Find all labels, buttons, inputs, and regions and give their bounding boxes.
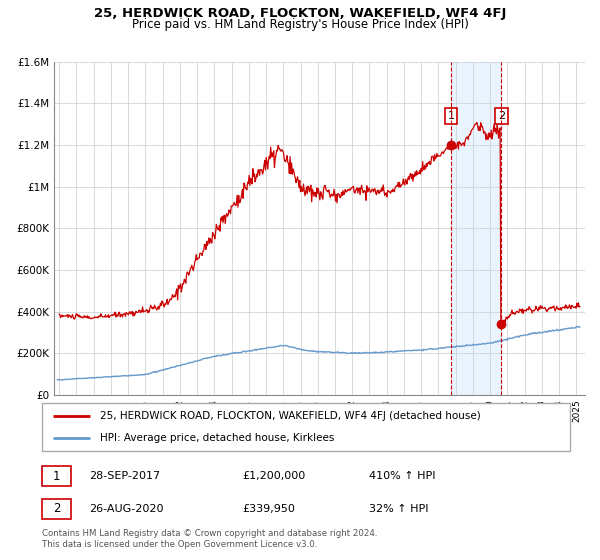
Text: 25, HERDWICK ROAD, FLOCKTON, WAKEFIELD, WF4 4FJ: 25, HERDWICK ROAD, FLOCKTON, WAKEFIELD, … xyxy=(94,7,506,20)
Text: Price paid vs. HM Land Registry's House Price Index (HPI): Price paid vs. HM Land Registry's House … xyxy=(131,18,469,31)
FancyBboxPatch shape xyxy=(42,403,570,451)
Text: Contains HM Land Registry data © Crown copyright and database right 2024.
This d: Contains HM Land Registry data © Crown c… xyxy=(42,529,377,549)
Text: 25, HERDWICK ROAD, FLOCKTON, WAKEFIELD, WF4 4FJ (detached house): 25, HERDWICK ROAD, FLOCKTON, WAKEFIELD, … xyxy=(100,411,481,421)
FancyBboxPatch shape xyxy=(42,499,71,519)
Text: 410% ↑ HPI: 410% ↑ HPI xyxy=(370,471,436,481)
Text: £339,950: £339,950 xyxy=(242,504,296,514)
Text: 2: 2 xyxy=(53,502,60,515)
Text: 1: 1 xyxy=(448,111,455,121)
Text: 32% ↑ HPI: 32% ↑ HPI xyxy=(370,504,429,514)
Text: £1,200,000: £1,200,000 xyxy=(242,471,306,481)
Text: 2: 2 xyxy=(498,111,505,121)
Bar xyxy=(451,62,502,395)
Text: HPI: Average price, detached house, Kirklees: HPI: Average price, detached house, Kirk… xyxy=(100,433,334,443)
Text: 1: 1 xyxy=(53,469,60,483)
Text: 26-AUG-2020: 26-AUG-2020 xyxy=(89,504,164,514)
FancyBboxPatch shape xyxy=(42,466,71,486)
Text: 28-SEP-2017: 28-SEP-2017 xyxy=(89,471,161,481)
